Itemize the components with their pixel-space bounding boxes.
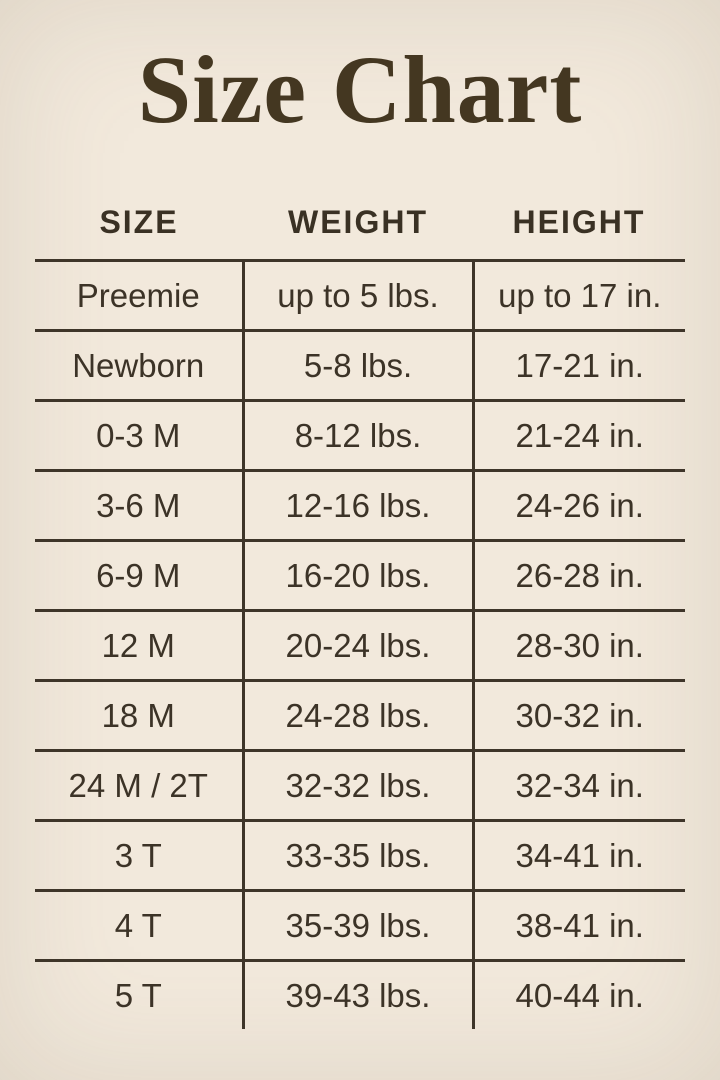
table-row: Preemie up to 5 lbs. up to 17 in. xyxy=(35,259,685,331)
cell-size: 5 T xyxy=(35,959,243,1029)
column-header-height: HEIGHT xyxy=(512,203,646,240)
column-header-size: SIZE xyxy=(99,203,179,240)
cell-size: 3 T xyxy=(35,819,243,891)
cell-height: 40-44 in. xyxy=(471,959,685,1029)
cell-weight: 12-16 lbs. xyxy=(241,469,473,541)
cell-weight: 5-8 lbs. xyxy=(241,329,473,401)
table-row: 6-9 M 16-20 lbs. 26-28 in. xyxy=(35,539,685,611)
cell-height: 21-24 in. xyxy=(471,399,685,471)
table-row: 4 T 35-39 lbs. 38-41 in. xyxy=(35,889,685,961)
cell-height: 24-26 in. xyxy=(471,469,685,541)
cell-height: 17-21 in. xyxy=(471,329,685,401)
cell-weight: 35-39 lbs. xyxy=(241,889,473,961)
cell-weight: 39-43 lbs. xyxy=(241,959,473,1029)
cell-size: 6-9 M xyxy=(35,539,243,611)
cell-size: 3-6 M xyxy=(35,469,243,541)
cell-height: 26-28 in. xyxy=(471,539,685,611)
cell-height: 28-30 in. xyxy=(471,609,685,681)
cell-height: 38-41 in. xyxy=(471,889,685,961)
page-title: Size Chart xyxy=(137,36,583,143)
header-row: SIZE WEIGHT HEIGHT xyxy=(35,185,685,261)
cell-weight: 16-20 lbs. xyxy=(241,539,473,611)
cell-size: 12 M xyxy=(35,609,243,681)
table-row: 3 T 33-35 lbs. 34-41 in. xyxy=(35,819,685,891)
cell-weight: 32-32 lbs. xyxy=(241,749,473,821)
column-header-weight: WEIGHT xyxy=(288,203,428,240)
cell-weight: up to 5 lbs. xyxy=(241,259,473,331)
cell-weight: 20-24 lbs. xyxy=(241,609,473,681)
cell-height: 34-41 in. xyxy=(471,819,685,891)
size-chart-table: SIZE WEIGHT HEIGHT Preemie up to 5 lbs. … xyxy=(35,185,685,1029)
cell-weight: 33-35 lbs. xyxy=(241,819,473,891)
table-row: 0-3 M 8-12 lbs. 21-24 in. xyxy=(35,399,685,471)
cell-height: 30-32 in. xyxy=(471,679,685,751)
table-row: 24 M / 2T 32-32 lbs. 32-34 in. xyxy=(35,749,685,821)
cell-height: 32-34 in. xyxy=(471,749,685,821)
cell-size: 24 M / 2T xyxy=(35,749,243,821)
table-row: 3-6 M 12-16 lbs. 24-26 in. xyxy=(35,469,685,541)
table-row: 12 M 20-24 lbs. 28-30 in. xyxy=(35,609,685,681)
cell-height: up to 17 in. xyxy=(471,259,685,331)
cell-size: Newborn xyxy=(35,329,243,401)
cell-size: 0-3 M xyxy=(35,399,243,471)
table-row: Newborn 5-8 lbs. 17-21 in. xyxy=(35,329,685,401)
table-row: 18 M 24-28 lbs. 30-32 in. xyxy=(35,679,685,751)
cell-size: Preemie xyxy=(35,259,243,331)
cell-weight: 24-28 lbs. xyxy=(241,679,473,751)
cell-weight: 8-12 lbs. xyxy=(241,399,473,471)
table-row: 5 T 39-43 lbs. 40-44 in. xyxy=(35,959,685,1029)
cell-size: 4 T xyxy=(35,889,243,961)
cell-size: 18 M xyxy=(35,679,243,751)
